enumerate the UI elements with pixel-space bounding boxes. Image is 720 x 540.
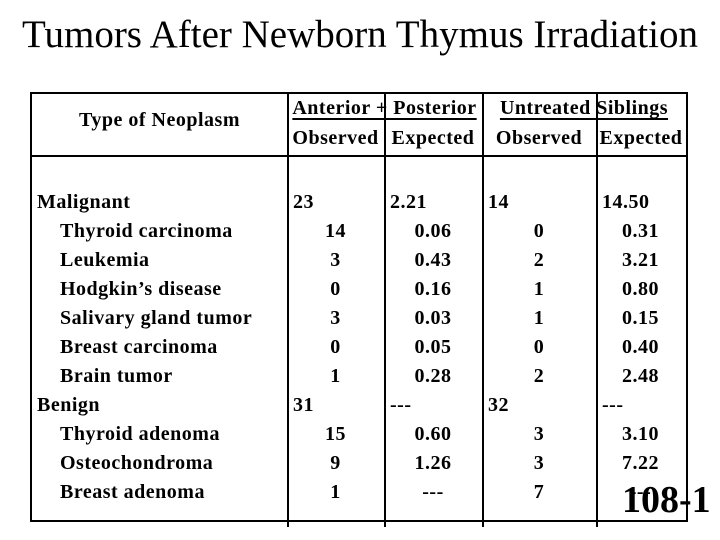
row-value-anterior-expected: 0.03 (414, 307, 452, 329)
row-value-anterior-expected: 0.06 (414, 220, 452, 242)
table-body: Malignant 23 2.21 14 14.50 Thyroid carci… (32, 157, 686, 507)
row-value-untreated-observed: 7 (533, 481, 545, 503)
row-label: Benign (37, 394, 101, 416)
row-value-anterior-observed: 1 (330, 365, 341, 387)
table-row: Thyroid adenoma 15 0.60 3 3.10 (32, 420, 686, 449)
row-value-untreated-observed: 1 (533, 278, 545, 300)
row-value-anterior-expected: 0.28 (414, 365, 452, 387)
table-row: Salivary gland tumor 3 0.03 1 0.15 (32, 304, 686, 333)
row-value-anterior-observed: 0 (330, 278, 341, 300)
row-label: Brain tumor (60, 365, 173, 387)
row-value-untreated-expected: --- (602, 394, 624, 416)
row-value-anterior-expected: 0.16 (414, 278, 452, 300)
header-group-untreated-siblings: Untreated Siblings (499, 97, 669, 119)
row-value-untreated-observed: 32 (488, 394, 509, 416)
row-value-anterior-expected: 2.21 (390, 191, 427, 213)
table-row: Breast carcinoma 0 0.05 0 0.40 (32, 333, 686, 362)
row-value-untreated-observed: 2 (533, 365, 545, 387)
table-row: Malignant 23 2.21 14 14.50 (32, 188, 686, 217)
row-value-untreated-observed: 1 (533, 307, 545, 329)
table-row: Brain tumor 1 0.28 2 2.48 (32, 362, 686, 391)
table-row: Hodgkin’s disease 0 0.16 1 0.80 (32, 275, 686, 304)
header-observed-2: Observed (495, 127, 583, 149)
header-group-anterior-posterior: Anterior + Posterior (292, 97, 477, 119)
row-value-untreated-observed: 3 (533, 452, 545, 474)
header-expected-2: Expected (599, 127, 683, 149)
row-label: Leukemia (60, 249, 150, 271)
row-value-anterior-expected: --- (390, 394, 412, 416)
row-value-untreated-observed: 0 (533, 336, 545, 358)
row-value-anterior-observed: 15 (325, 423, 346, 445)
row-value-untreated-expected: 7.22 (622, 452, 659, 474)
row-label: Osteochondroma (60, 452, 214, 474)
row-value-untreated-observed: 0 (533, 220, 545, 242)
row-value-untreated-expected: 0.80 (622, 278, 659, 300)
table-row: Leukemia 3 0.43 2 3.21 (32, 246, 686, 275)
column-divider (596, 94, 598, 527)
row-value-untreated-expected: 0.15 (622, 307, 659, 329)
row-value-anterior-observed: 31 (293, 394, 314, 416)
row-value-untreated-expected: 3.21 (622, 249, 659, 271)
row-value-untreated-expected: 2.48 (622, 365, 659, 387)
row-value-untreated-expected: 14.50 (602, 191, 650, 213)
table-row: Osteochondroma 9 1.26 3 7.22 (32, 449, 686, 478)
row-value-anterior-observed: 1 (330, 481, 341, 503)
header-type-of-neoplasm: Type of Neoplasm (79, 109, 240, 131)
table-row: Benign 31 --- 32 --- (32, 391, 686, 420)
header-expected-1: Expected (391, 127, 475, 149)
row-value-untreated-observed: 14 (488, 191, 509, 213)
row-value-anterior-observed: 14 (325, 220, 346, 242)
row-label: Breast carcinoma (60, 336, 218, 358)
neoplasm-table: Type of Neoplasm Anterior + Posterior Un… (30, 92, 688, 527)
row-value-untreated-observed: 2 (533, 249, 545, 271)
row-label: Salivary gland tumor (60, 307, 253, 329)
row-label: Breast adenoma (60, 481, 205, 503)
row-label: Thyroid carcinoma (60, 220, 233, 242)
page-title: Tumors After Newborn Thymus Irradiation (22, 13, 698, 56)
row-value-anterior-expected: 0.60 (414, 423, 452, 445)
row-value-untreated-expected: 0.40 (622, 336, 659, 358)
header-observed-1: Observed (292, 127, 379, 149)
table-row: Breast adenoma 1 --- 7 --- (32, 478, 686, 507)
row-value-untreated-observed: 3 (533, 423, 545, 445)
row-label: Malignant (37, 191, 131, 213)
column-divider (482, 94, 484, 527)
header-divider (32, 155, 686, 157)
row-value-anterior-observed: 23 (293, 191, 314, 213)
row-label: Thyroid adenoma (60, 423, 220, 445)
row-label: Hodgkin’s disease (60, 278, 222, 300)
row-value-anterior-expected: 1.26 (414, 452, 452, 474)
row-value-anterior-observed: 3 (330, 249, 341, 271)
row-value-untreated-expected: 3.10 (622, 423, 659, 445)
column-divider (287, 94, 289, 527)
row-value-anterior-expected: 0.43 (414, 249, 452, 271)
row-value-anterior-observed: 0 (330, 336, 341, 358)
column-divider (384, 94, 386, 527)
row-value-untreated-expected: --- (629, 481, 652, 503)
row-value-untreated-expected: 0.31 (622, 220, 659, 242)
table-row: Thyroid carcinoma 14 0.06 0 0.31 (32, 217, 686, 246)
row-value-anterior-expected: --- (422, 481, 444, 503)
slide-number: 108-1 (622, 479, 711, 521)
row-value-anterior-observed: 3 (330, 307, 341, 329)
row-value-anterior-expected: 0.05 (414, 336, 452, 358)
row-value-anterior-observed: 9 (330, 452, 341, 474)
